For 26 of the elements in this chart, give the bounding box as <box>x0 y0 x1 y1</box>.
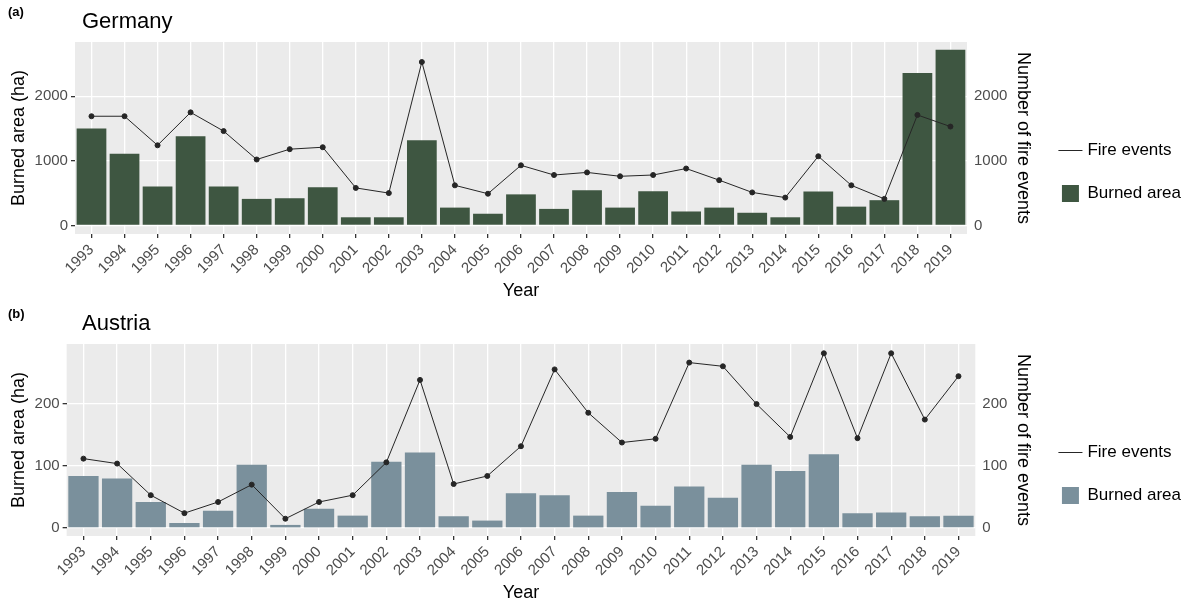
y2-tick-label: 1000 <box>973 150 1008 168</box>
y-tick-label: 200 <box>34 394 60 412</box>
text: (a) <box>8 4 24 19</box>
x-axis-title: Year <box>502 582 540 603</box>
y2-tick-label: 100 <box>982 456 1008 474</box>
y-axis-title: Burned area (ha) <box>7 371 28 509</box>
legend-label: Burned area <box>1087 183 1182 203</box>
y2-tick-label: 2000 <box>973 86 1008 104</box>
y-tick-label: 1000 <box>34 150 68 168</box>
y-tick-label: 0 <box>51 518 60 536</box>
y2-axis-title: Number of fire events <box>1014 354 1035 527</box>
chart-title: Germany <box>82 8 173 34</box>
legend-label: Fire events <box>1087 442 1172 462</box>
y-axis-title: Burned area (ha) <box>7 69 28 207</box>
y-tick-label: 0 <box>59 215 68 233</box>
chart-title: Austria <box>82 310 151 336</box>
x-axis-title: Year <box>502 280 540 301</box>
y-tick-label: 2000 <box>34 86 68 104</box>
legend-label: Fire events <box>1087 140 1172 160</box>
y2-tick-label: 200 <box>982 394 1008 412</box>
y2-tick-label: 0 <box>982 518 991 536</box>
text: (b) <box>8 306 25 321</box>
y2-axis-title: Number of fire events <box>1014 52 1035 225</box>
y-tick-label: 100 <box>34 456 60 474</box>
legend-label: Burned area <box>1087 485 1182 505</box>
y2-tick-label: 0 <box>973 215 983 233</box>
